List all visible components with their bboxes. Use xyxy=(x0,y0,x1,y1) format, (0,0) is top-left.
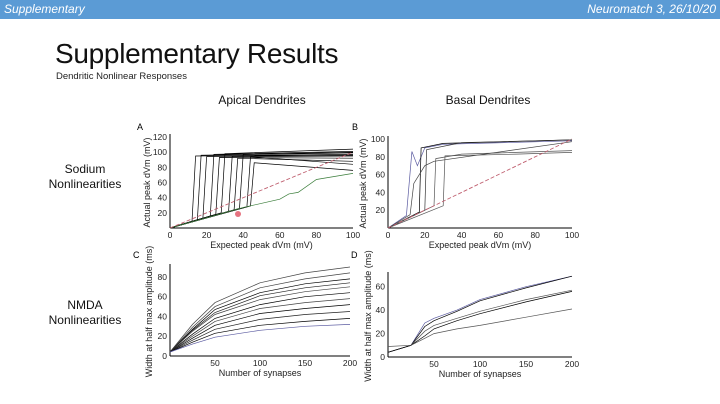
series-line xyxy=(169,298,351,353)
x-tick-label: 100 xyxy=(253,358,267,368)
x-tick-label: 60 xyxy=(275,230,285,240)
y-tick-label: 0 xyxy=(380,352,385,362)
row-label-line: Sodium xyxy=(64,162,106,176)
y-axis-label: Width at half max amplitude (ms) xyxy=(363,250,373,382)
series-line xyxy=(387,141,573,229)
y-axis-label: Actual peak dVm (mV) xyxy=(358,138,368,228)
panel-d: D 50 100 150 200 0 20 40 60 Number of synapses Wid… xyxy=(351,250,579,382)
x-tick-label: 0 xyxy=(386,230,391,240)
x-tick-label: 50 xyxy=(429,359,439,369)
identity-line xyxy=(387,138,573,229)
identity-line xyxy=(169,151,354,229)
y-tick-label: 100 xyxy=(153,147,167,157)
series-line xyxy=(387,140,573,229)
panel-letter: D xyxy=(351,250,358,260)
panel-c: C 50 100 150 200 0 20 40 60 80 Number of synapses W… xyxy=(133,246,357,378)
x-tick-label: 60 xyxy=(494,230,504,240)
panel-letter: A xyxy=(137,122,143,132)
slide-title: Supplementary Results xyxy=(55,38,339,69)
header-event-date: Neuromatch 3, 26/10/20 xyxy=(587,2,716,16)
series-line xyxy=(169,286,351,353)
y-axis-label: Actual peak dVm (mV) xyxy=(142,137,152,227)
x-axis-label: Expected peak dVm (mV) xyxy=(210,240,313,250)
y-tick-label: 40 xyxy=(376,187,386,197)
series-line xyxy=(169,278,351,353)
y-tick-label: 60 xyxy=(158,292,168,302)
series-line xyxy=(169,324,351,353)
y-tick-label: 20 xyxy=(376,329,386,339)
column-label-apical: Apical Dendrites xyxy=(218,93,306,107)
series-line xyxy=(169,311,351,353)
y-tick-label: 60 xyxy=(376,170,386,180)
column-label-basal: Basal Dendrites xyxy=(445,93,531,107)
series-line xyxy=(387,308,573,347)
row-label-line: Nonlinearities xyxy=(48,313,122,327)
x-tick-label: 150 xyxy=(519,359,533,369)
x-axis-label: Number of synapses xyxy=(439,369,522,379)
y-tick-label: 100 xyxy=(371,134,385,144)
y-tick-label: 40 xyxy=(376,305,386,315)
panel-letter: B xyxy=(352,122,358,132)
y-axis-label: Width at half max amplitude (ms) xyxy=(144,246,154,378)
series-line xyxy=(387,275,573,353)
y-tick-label: 60 xyxy=(376,282,386,292)
x-tick-label: 100 xyxy=(565,230,579,240)
header-bar: Supplementary Neuromatch 3, 26/10/20 xyxy=(0,0,720,19)
y-tick-label: 60 xyxy=(158,178,168,188)
row-label-line: Nonlinearities xyxy=(48,177,122,191)
x-tick-label: 50 xyxy=(210,358,220,368)
series-line xyxy=(169,304,351,353)
series-line xyxy=(169,292,351,353)
row-label-nmda: NMDA Nonlinearities xyxy=(30,298,140,328)
x-tick-label: 80 xyxy=(312,230,322,240)
x-axis-label: Number of synapses xyxy=(219,368,302,378)
cursor-pointer-dot xyxy=(235,211,241,217)
y-tick-label: 0 xyxy=(162,351,167,361)
panel-a: A 0 20 40 60 80 100 20 40 60 80 100 120 Expected peak… xyxy=(137,122,360,250)
x-tick-label: 20 xyxy=(202,230,212,240)
x-tick-label: 100 xyxy=(346,230,360,240)
x-axis-label: Expected peak dVm (mV) xyxy=(429,240,532,250)
x-tick-label: 40 xyxy=(457,230,467,240)
x-tick-label: 80 xyxy=(530,230,540,240)
x-tick-label: 200 xyxy=(565,359,579,369)
y-tick-label: 80 xyxy=(158,272,168,282)
series-line xyxy=(387,152,573,229)
series-line xyxy=(387,291,573,353)
series-line xyxy=(169,318,351,353)
y-tick-label: 80 xyxy=(158,162,168,172)
slide-subtitle: Dendritic Nonlinear Responses xyxy=(56,71,187,82)
panel-b: B 0 20 40 60 80 100 20 40 60 80 100 Expected peak dV… xyxy=(352,122,579,250)
series-line xyxy=(169,266,351,353)
y-tick-label: 20 xyxy=(376,205,386,215)
row-label-line: NMDA xyxy=(67,298,103,312)
x-tick-label: 200 xyxy=(343,358,357,368)
row-label-sodium: Sodium Nonlinearities xyxy=(30,162,140,192)
y-tick-label: 120 xyxy=(153,132,167,142)
series-line xyxy=(169,272,351,353)
x-tick-label: 40 xyxy=(238,230,248,240)
y-tick-label: 20 xyxy=(158,208,168,218)
y-tick-label: 40 xyxy=(158,193,168,203)
x-tick-label: 100 xyxy=(473,359,487,369)
x-tick-label: 0 xyxy=(168,230,173,240)
series-line xyxy=(169,282,351,353)
x-tick-label: 150 xyxy=(298,358,312,368)
header-section: Supplementary xyxy=(4,2,85,16)
x-tick-label: 20 xyxy=(420,230,430,240)
y-tick-label: 80 xyxy=(376,152,386,162)
series-line xyxy=(387,289,573,353)
series-line xyxy=(387,150,573,229)
y-tick-label: 20 xyxy=(158,331,168,341)
y-tick-label: 40 xyxy=(158,311,168,321)
panel-letter: C xyxy=(133,250,140,260)
series-line xyxy=(169,173,354,229)
